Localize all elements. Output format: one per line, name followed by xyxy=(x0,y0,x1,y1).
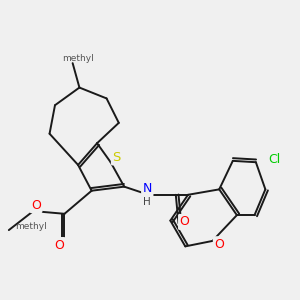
Text: Cl: Cl xyxy=(268,153,280,166)
Text: S: S xyxy=(112,151,121,164)
Text: N: N xyxy=(142,182,152,195)
Text: O: O xyxy=(31,199,41,212)
Text: methyl: methyl xyxy=(62,54,94,63)
Text: methyl: methyl xyxy=(15,222,46,231)
Text: O: O xyxy=(54,238,64,251)
Text: H: H xyxy=(142,197,150,207)
Text: O: O xyxy=(214,238,224,251)
Text: O: O xyxy=(179,215,189,228)
